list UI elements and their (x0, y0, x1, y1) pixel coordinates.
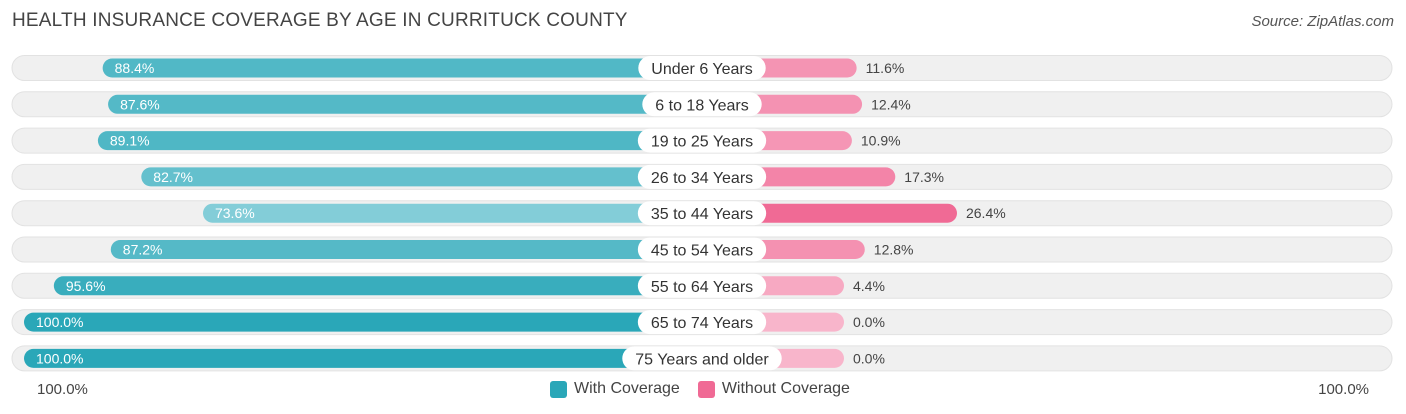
value-label-with-coverage: 73.6% (215, 205, 255, 221)
value-label-without-coverage: 11.6% (866, 60, 905, 76)
legend-swatch-without-coverage (697, 380, 715, 398)
axis-left-label: 100.0% (37, 381, 88, 398)
value-label-without-coverage: 17.3% (904, 169, 944, 185)
legend-label-without-coverage: Without Coverage (721, 380, 850, 397)
category-pill (622, 346, 782, 371)
bar-with-coverage (53, 276, 702, 296)
value-label-with-coverage: 95.6% (66, 278, 106, 294)
legend-item-without-coverage: Without Coverage (697, 380, 850, 398)
category-label: 26 to 34 Years (651, 170, 753, 187)
bar-with-coverage (110, 240, 702, 259)
chart-title: HEALTH INSURANCE COVERAGE BY AGE IN CURR… (12, 10, 628, 31)
source-label: Source: ZipAtlas.com (1251, 13, 1394, 30)
category-label: 75 Years and older (635, 351, 769, 368)
legend: With Coverage Without Coverage (550, 380, 868, 398)
value-label-with-coverage: 87.6% (120, 96, 160, 112)
category-pill (642, 92, 762, 117)
category-label: 65 to 74 Years (651, 315, 753, 332)
category-label: 35 to 44 Years (651, 206, 753, 223)
category-pill (637, 201, 767, 226)
value-label-without-coverage: 10.9% (861, 133, 901, 149)
category-label: 55 to 64 Years (651, 279, 753, 296)
value-label-without-coverage: 26.4% (966, 205, 1006, 221)
bar-with-coverage (102, 58, 702, 78)
value-label-with-coverage: 100.0% (36, 314, 83, 330)
value-label-with-coverage: 82.7% (153, 169, 193, 185)
value-label-without-coverage: 12.4% (871, 96, 911, 112)
bar-with-coverage (108, 94, 702, 114)
axis-right-label: 100.0% (1318, 381, 1369, 398)
value-label-with-coverage: 89.1% (110, 133, 150, 149)
legend-label-with-coverage: With Coverage (574, 380, 680, 397)
value-label-with-coverage: 87.2% (123, 242, 163, 258)
category-label: 45 to 54 Years (651, 243, 753, 260)
category-label: 19 to 25 Years (651, 134, 753, 151)
bar-with-coverage (202, 203, 702, 223)
bar-with-coverage (141, 167, 702, 187)
bar-with-coverage (24, 312, 702, 332)
bar-without-coverage (702, 203, 957, 223)
value-label-with-coverage: 100.0% (36, 350, 83, 366)
category-pill (637, 164, 767, 189)
legend-swatch-with-coverage (550, 380, 567, 398)
value-label-with-coverage: 88.4% (115, 60, 155, 76)
legend-item-with-coverage: With Coverage (550, 380, 680, 398)
bar-with-coverage (24, 348, 702, 368)
value-label-without-coverage: 0.0% (853, 350, 885, 366)
category-pill (637, 273, 767, 298)
value-label-without-coverage: 12.8% (874, 242, 914, 258)
category-pill (637, 310, 767, 335)
value-label-without-coverage: 4.4% (853, 278, 885, 294)
category-label: Under 6 Years (651, 61, 752, 78)
category-pill (638, 56, 766, 80)
category-pill (637, 128, 767, 153)
category-pill (637, 237, 767, 262)
value-label-without-coverage: 0.0% (853, 314, 885, 330)
bar-with-coverage (97, 131, 703, 151)
category-label: 6 to 18 Years (655, 97, 748, 114)
